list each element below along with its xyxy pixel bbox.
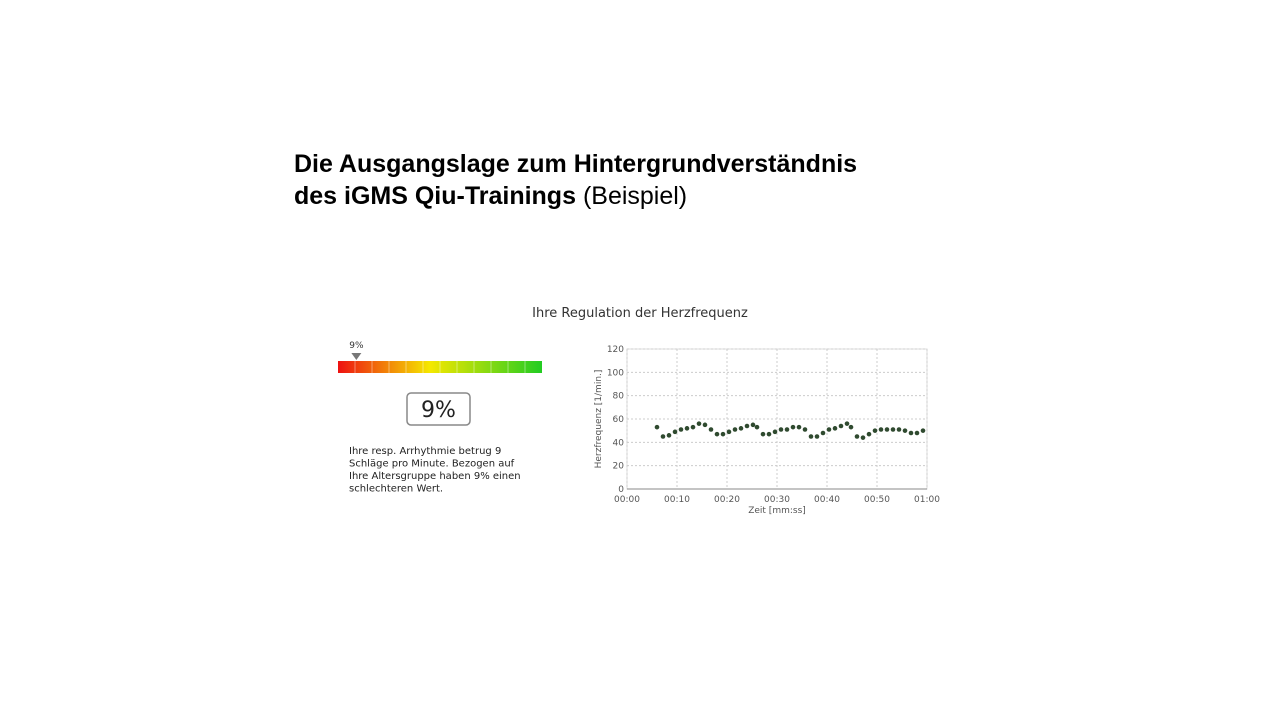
data-point bbox=[808, 434, 814, 439]
data-point bbox=[896, 427, 902, 432]
data-point bbox=[848, 424, 854, 430]
data-point bbox=[854, 434, 860, 439]
y-tick-label: 0 bbox=[618, 485, 624, 495]
data-point bbox=[660, 434, 666, 439]
slide-title: Die Ausgangslage zum Hintergrundverständ… bbox=[294, 150, 857, 178]
x-tick-label: 00:40 bbox=[814, 495, 840, 505]
data-point bbox=[878, 427, 884, 432]
slide-title: des iGMS Qiu-Trainings (Beispiel) bbox=[294, 182, 687, 210]
data-point bbox=[726, 429, 732, 435]
gauge-marker-label: 9% bbox=[349, 341, 364, 351]
data-point bbox=[684, 426, 690, 431]
data-point bbox=[844, 421, 850, 426]
slide-title-part: des iGMS Qiu-Trainings bbox=[294, 182, 576, 210]
data-point bbox=[908, 430, 914, 436]
gauge-description: schlechteren Wert. bbox=[349, 484, 443, 495]
chart-title: Ihre Regulation der Herzfrequenz bbox=[532, 306, 748, 321]
x-tick-label: 00:00 bbox=[614, 495, 640, 505]
data-point bbox=[654, 424, 660, 430]
data-point bbox=[672, 429, 678, 435]
x-tick-label: 01:00 bbox=[914, 495, 940, 505]
data-point bbox=[920, 428, 926, 433]
data-point bbox=[914, 430, 920, 436]
data-point bbox=[666, 433, 672, 438]
data-point bbox=[902, 428, 908, 433]
data-point bbox=[890, 427, 896, 432]
y-axis-label: Herzfrequenz [1/min.] bbox=[594, 370, 604, 469]
data-point bbox=[838, 423, 844, 429]
data-point bbox=[884, 427, 890, 432]
data-point bbox=[778, 427, 784, 432]
data-point bbox=[720, 431, 726, 437]
data-point bbox=[826, 427, 832, 432]
y-tick-label: 20 bbox=[613, 462, 625, 472]
y-tick-label: 80 bbox=[613, 392, 625, 402]
data-point bbox=[814, 434, 820, 439]
x-tick-label: 00:50 bbox=[864, 495, 890, 505]
data-point bbox=[690, 424, 696, 430]
y-tick-label: 60 bbox=[613, 415, 625, 425]
gauge-description: Ihre Altersgruppe haben 9% einen bbox=[349, 471, 521, 482]
x-axis-label: Zeit [mm:ss] bbox=[748, 506, 806, 516]
gauge-marker bbox=[351, 353, 362, 360]
data-point bbox=[766, 431, 772, 437]
data-point bbox=[872, 428, 878, 433]
data-point bbox=[702, 422, 708, 428]
data-point bbox=[760, 431, 766, 437]
gauge-description: Schläge pro Minute. Bezogen auf bbox=[349, 459, 515, 470]
data-point bbox=[714, 431, 720, 437]
data-point bbox=[744, 423, 750, 429]
gauge-description: Ihre resp. Arrhythmie betrug 9 bbox=[349, 446, 501, 457]
gauge-display-box bbox=[406, 392, 471, 426]
data-point bbox=[832, 426, 838, 431]
data-point bbox=[802, 427, 808, 432]
data-point bbox=[790, 424, 796, 430]
data-point bbox=[708, 427, 714, 432]
data-point bbox=[754, 424, 760, 430]
data-point bbox=[860, 435, 866, 440]
data-point bbox=[796, 424, 802, 430]
data-point bbox=[738, 426, 744, 431]
gauge-bar bbox=[338, 361, 542, 373]
y-tick-label: 120 bbox=[607, 345, 624, 355]
data-point bbox=[784, 427, 790, 432]
slide-title-suffix: (Beispiel) bbox=[583, 182, 687, 210]
x-tick-label: 00:10 bbox=[664, 495, 690, 505]
gauge-display: 9% bbox=[421, 398, 456, 423]
x-tick-label: 00:20 bbox=[714, 495, 740, 505]
data-point bbox=[696, 421, 702, 426]
y-tick-label: 100 bbox=[607, 368, 624, 378]
data-point bbox=[772, 429, 778, 435]
x-tick-label: 00:30 bbox=[764, 495, 790, 505]
data-point bbox=[750, 422, 756, 428]
data-point bbox=[732, 427, 738, 432]
data-point bbox=[820, 430, 826, 436]
data-point bbox=[866, 431, 872, 437]
y-tick-label: 40 bbox=[613, 438, 625, 448]
data-point bbox=[678, 427, 684, 432]
